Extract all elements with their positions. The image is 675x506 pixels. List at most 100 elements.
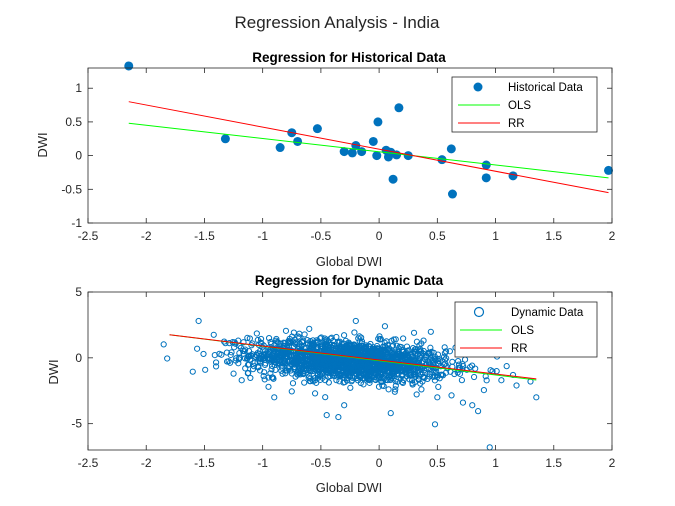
dynamic-y-tick-label: 5	[75, 285, 82, 299]
historical-ols-line	[128, 122, 609, 179]
dynamic-data-point	[343, 344, 350, 351]
historical-x-tick-label: -0.5	[311, 229, 332, 243]
historical-data-point	[312, 124, 322, 134]
dynamic-data-point	[414, 350, 421, 358]
dynamic-data-point	[222, 340, 229, 347]
dynamic-data-point	[240, 350, 247, 357]
dynamic-data-point	[358, 334, 365, 341]
dynamic-data-point	[317, 335, 324, 342]
dynamic-data-point	[305, 340, 312, 347]
dynamic-data-point	[330, 362, 337, 369]
dynamic-data-point	[200, 350, 207, 358]
dynamic-data-point	[309, 337, 317, 344]
dynamic-data-point	[317, 351, 324, 358]
dynamic-data-point	[249, 366, 257, 373]
dynamic-data-point	[403, 362, 410, 369]
dynamic-data-point	[410, 371, 417, 379]
dynamic-data-point	[362, 342, 369, 349]
dynamic-data-point	[195, 317, 202, 325]
dynamic-data-point	[362, 371, 369, 378]
dynamic-data-point	[267, 338, 274, 346]
historical-x-tick-label: 2	[609, 229, 616, 243]
dynamic-data-point	[459, 361, 466, 368]
dynamic-data-point	[242, 365, 249, 372]
dynamic-data-point	[469, 402, 476, 409]
dynamic-data-point	[363, 373, 371, 380]
dynamic-data-point	[458, 377, 466, 384]
dynamic-data-point	[323, 412, 330, 419]
dynamic-data-point	[435, 357, 442, 365]
dynamic-data-point	[386, 373, 393, 381]
dynamic-x-tick-label: 0	[376, 456, 383, 470]
dynamic-data-point	[301, 367, 308, 375]
dynamic-data-point	[239, 347, 247, 354]
historical-data-point	[275, 143, 285, 153]
historical-data-point	[220, 134, 230, 144]
dynamic-data-point	[301, 352, 309, 360]
dynamic-ticks: -2.5 -2 -1.5 -1 -0.5 0 0.5 1 1.5 2 -5 0 5	[71, 285, 615, 470]
dynamic-data-point	[407, 371, 414, 378]
dynamic-data-point	[417, 352, 424, 359]
dynamic-data-point	[327, 366, 334, 374]
dynamic-data-point	[295, 333, 302, 340]
dynamic-data-point	[233, 355, 240, 362]
dynamic-data-point	[379, 378, 386, 385]
dynamic-data-point	[160, 341, 167, 348]
historical-rr-line	[128, 101, 609, 194]
dynamic-data-point	[341, 402, 348, 409]
dynamic-data-point	[377, 373, 384, 380]
dynamic-data-point	[328, 334, 335, 341]
dynamic-data-point	[480, 386, 488, 394]
historical-plot-content	[124, 61, 614, 199]
dynamic-data-point	[265, 334, 273, 342]
dynamic-data-point	[354, 365, 361, 372]
dynamic-data-point	[387, 376, 394, 384]
dynamic-data-point	[395, 345, 402, 352]
dynamic-data-point	[420, 337, 427, 344]
dynamic-data-point	[340, 332, 348, 339]
dynamic-data-point	[250, 363, 258, 370]
dynamic-data-point	[347, 384, 354, 391]
dynamic-data-point	[346, 367, 353, 374]
historical-x-tick-label: 0	[376, 229, 383, 243]
dynamic-data-point	[376, 347, 383, 354]
dynamic-data-point	[216, 350, 223, 357]
dynamic-data-point	[285, 365, 292, 372]
dynamic-legend-marker	[473, 306, 485, 318]
historical-panel: Regression for Historical Data -2.5 -2 -1.…	[35, 50, 616, 269]
dynamic-data-point	[253, 330, 260, 337]
dynamic-data-point	[194, 345, 201, 352]
dynamic-data-point	[202, 366, 209, 373]
dynamic-x-tick-label: -0.5	[311, 456, 332, 470]
dynamic-legend-rr-label: RR	[511, 343, 528, 355]
dynamic-data-point	[413, 391, 420, 398]
dynamic-data-point	[268, 366, 275, 373]
dynamic-data-point	[385, 386, 392, 393]
dynamic-data-point	[292, 339, 299, 346]
dynamic-data-point	[360, 381, 367, 388]
dynamic-data-point	[292, 364, 299, 371]
historical-panel-title: Regression for Historical Data	[252, 50, 446, 65]
historical-y-axis-label: DWI	[35, 132, 50, 157]
dynamic-data-point	[431, 421, 439, 428]
dynamic-legend: Dynamic Data OLS RR	[454, 301, 598, 358]
dynamic-data-point	[346, 354, 353, 361]
dynamic-data-point	[416, 342, 423, 349]
dynamic-y-tick-label: 0	[75, 351, 82, 365]
dynamic-data-point	[351, 329, 358, 336]
dynamic-panel: Regression for Dynamic Data -2.5 -2 -1.5 -1…	[46, 273, 616, 495]
dynamic-data-point	[164, 355, 171, 362]
dynamic-data-point	[292, 354, 299, 361]
dynamic-data-point	[309, 363, 316, 370]
dynamic-data-point	[308, 367, 315, 374]
dynamic-data-point	[247, 374, 254, 382]
dynamic-x-axis-label: Global DWI	[316, 480, 382, 495]
dynamic-data-point	[433, 368, 440, 375]
dynamic-x-tick-label: -2.5	[78, 456, 99, 470]
dynamic-data-point	[365, 376, 372, 383]
dynamic-data-point	[240, 339, 247, 346]
dynamic-data-point	[392, 336, 399, 343]
dynamic-data-point	[238, 377, 245, 384]
dynamic-data-point	[419, 378, 426, 385]
